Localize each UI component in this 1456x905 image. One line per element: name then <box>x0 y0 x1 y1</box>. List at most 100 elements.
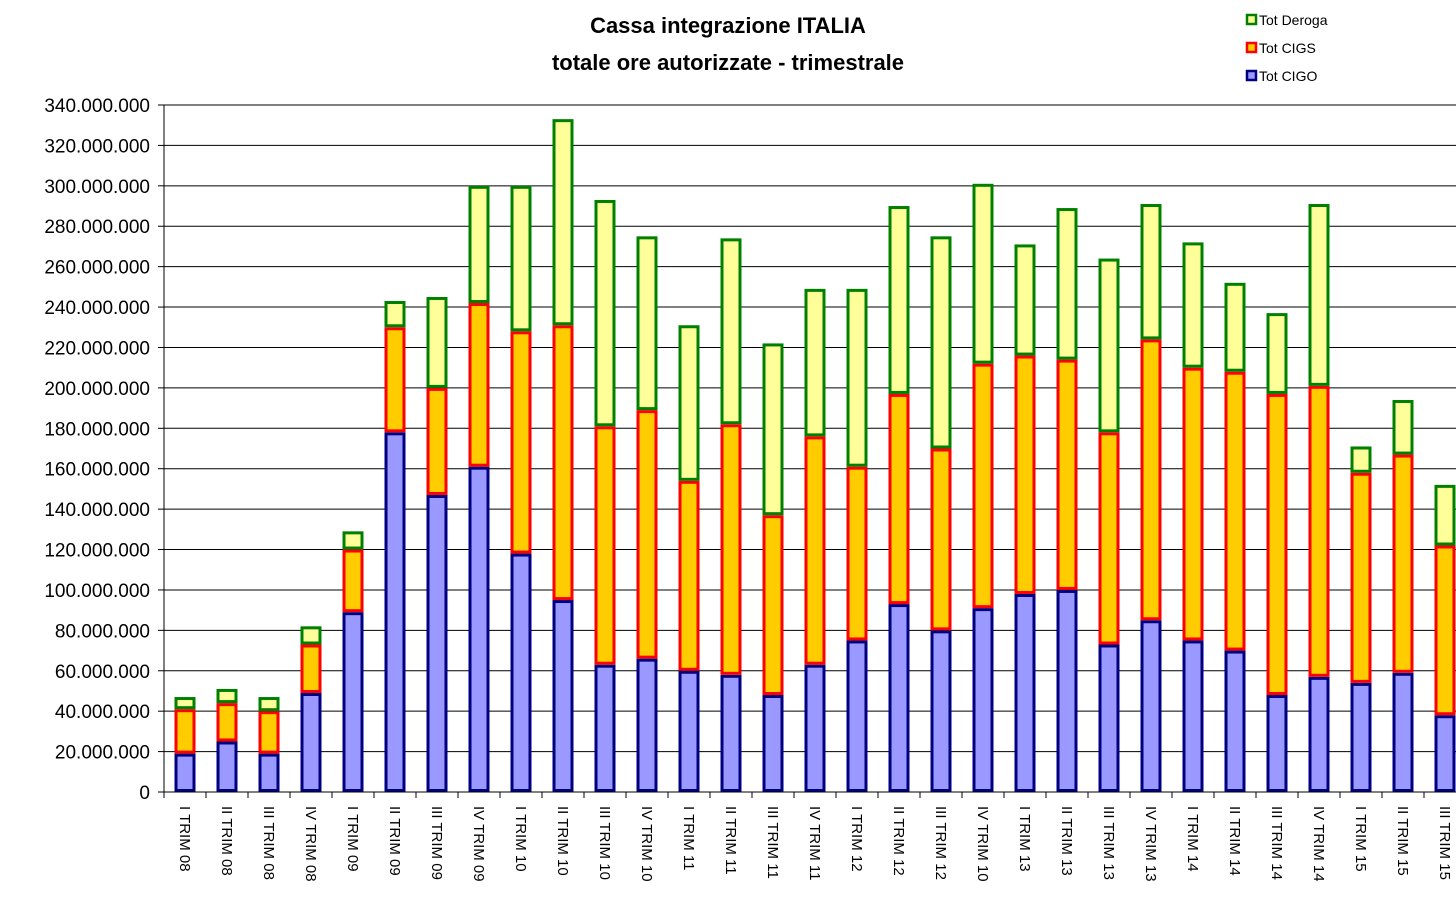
bar-segment <box>1266 695 1288 793</box>
bar-segment <box>1266 393 1288 696</box>
bar-segment <box>888 206 910 394</box>
legend-label: Tot CIGS <box>1259 40 1316 56</box>
bar-segment <box>174 753 196 793</box>
x-tick-label: III TRIM 11 <box>764 806 781 879</box>
bar-segment <box>594 664 616 792</box>
x-tick-label: IV TRIM 11 <box>806 806 823 880</box>
bar-segment <box>762 515 784 696</box>
bar-segment <box>720 424 742 675</box>
bar-segment <box>552 119 574 326</box>
bar-segment <box>510 185 532 332</box>
bar-segment <box>384 300 406 328</box>
legend-label: Tot Deroga <box>1259 12 1328 28</box>
x-tick-label: IV TRIM 10 <box>974 806 991 882</box>
y-tick-label: 260.000.000 <box>44 258 150 279</box>
bar-segment <box>720 674 742 793</box>
x-tick-label: IV TRIM 08 <box>302 806 319 882</box>
x-tick-label: I TRIM 15 <box>1352 806 1369 872</box>
bar-segment <box>1266 313 1288 394</box>
x-tick-label: II TRIM 10 <box>554 806 571 876</box>
bar-segment <box>300 644 322 693</box>
bar-segment <box>552 600 574 793</box>
bar-segment <box>636 658 658 792</box>
bar-segment <box>510 331 532 554</box>
bar-segment <box>1434 545 1456 716</box>
bar-segment <box>930 236 952 449</box>
bar-segment <box>1056 589 1078 792</box>
x-tick-label: II TRIM 13 <box>1058 806 1075 876</box>
y-tick-label: 340.000.000 <box>44 96 150 117</box>
bar-segment <box>1308 676 1330 793</box>
bar-segment <box>300 626 322 645</box>
bar-segment <box>426 387 448 495</box>
bar-segment <box>1308 385 1330 677</box>
legend-label: Tot CIGO <box>1259 68 1317 84</box>
x-tick-label: I TRIM 09 <box>344 806 361 872</box>
bar-segment <box>846 640 868 792</box>
bar-segment <box>636 236 658 411</box>
x-tick-label: IV TRIM 14 <box>1310 806 1327 882</box>
y-tick-label: 60.000.000 <box>55 662 150 683</box>
bar-segment <box>594 426 616 665</box>
x-tick-label: III TRIM 10 <box>596 806 613 880</box>
chart-title: Cassa integrazione ITALIA <box>590 13 866 38</box>
bar-segment <box>1392 454 1414 673</box>
x-tick-label: III TRIM 08 <box>260 806 277 880</box>
y-tick-label: 180.000.000 <box>44 419 150 440</box>
bar-segment <box>1434 484 1456 546</box>
bar-segment <box>1056 208 1078 360</box>
bar-segment <box>762 343 784 516</box>
bar-segment <box>384 327 406 433</box>
bar-segment <box>1350 472 1372 683</box>
legend-swatch <box>1245 41 1258 54</box>
bar-segment <box>1098 258 1120 433</box>
bar-segment <box>258 711 280 754</box>
x-tick-label: I TRIM 11 <box>680 806 697 870</box>
legend-swatch <box>1245 13 1258 26</box>
bar-segment <box>258 753 280 793</box>
chart-subtitle: totale ore autorizzate - trimestrale <box>552 50 904 75</box>
y-tick-label: 0 <box>139 783 150 804</box>
bar-segment <box>342 549 364 613</box>
bar-segment <box>300 692 322 792</box>
bar-segment <box>804 288 826 437</box>
bar-segment <box>678 480 700 671</box>
y-tick-label: 200.000.000 <box>44 379 150 400</box>
bar-segment <box>1014 593 1036 793</box>
x-tick-label: II TRIM 11 <box>722 806 739 875</box>
x-tick-label: IV TRIM 10 <box>638 806 655 882</box>
bar-segment <box>720 238 742 425</box>
bar-segment <box>174 709 196 754</box>
bar-segment <box>1014 355 1036 594</box>
x-tick-label: IV TRIM 13 <box>1142 806 1159 882</box>
bar-segment <box>678 325 700 481</box>
bar-segment <box>1308 204 1330 386</box>
bar-segment <box>888 604 910 792</box>
y-tick-label: 220.000.000 <box>44 338 150 359</box>
y-tick-label: 320.000.000 <box>44 136 150 157</box>
x-tick-label: II TRIM 08 <box>218 806 235 876</box>
legend-swatch <box>1245 69 1258 82</box>
bar-segment <box>972 608 994 792</box>
bar-segment <box>804 664 826 792</box>
bar-segment <box>1182 367 1204 641</box>
bar-segment <box>468 185 490 304</box>
bar-segment <box>342 612 364 793</box>
x-tick-label: III TRIM 15 <box>1436 806 1453 880</box>
y-tick-label: 300.000.000 <box>44 177 150 198</box>
bar-segment <box>216 688 238 704</box>
bar-segment <box>1224 282 1246 372</box>
bar-segment <box>1056 359 1078 590</box>
bar-segment <box>972 183 994 364</box>
x-tick-label: I TRIM 14 <box>1184 806 1201 872</box>
bar-segment <box>1350 446 1372 473</box>
y-tick-label: 20.000.000 <box>55 743 150 764</box>
y-tick-label: 240.000.000 <box>44 298 150 319</box>
bar-segment <box>426 296 448 388</box>
bar-segment <box>426 494 448 792</box>
bar-segment <box>888 393 910 605</box>
bar-segment <box>1224 371 1246 651</box>
bar-segment <box>1140 204 1162 340</box>
bar-segment <box>1140 339 1162 621</box>
bar-segment <box>846 466 868 641</box>
